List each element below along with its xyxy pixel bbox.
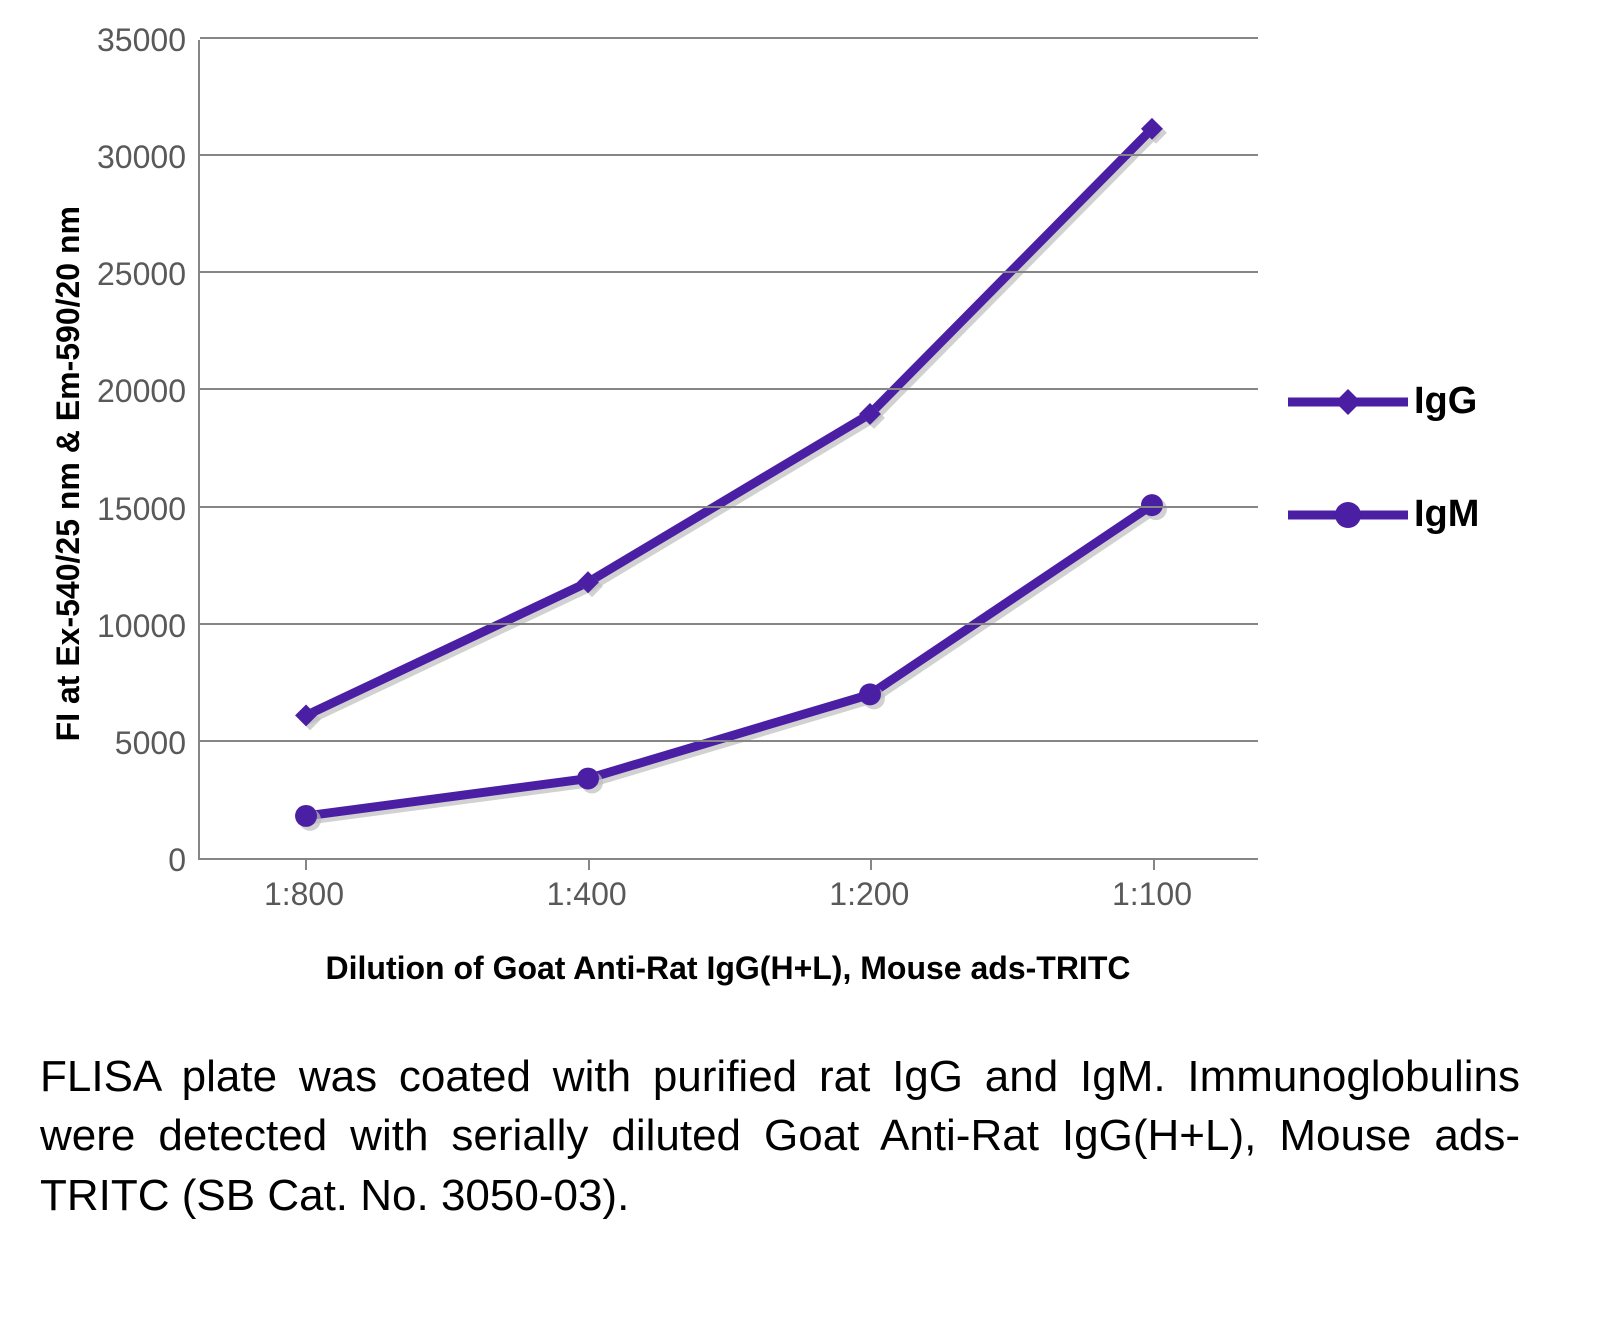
legend-swatch (1288, 495, 1408, 535)
x-axis-label: Dilution of Goat Anti-Rat IgG(H+L), Mous… (198, 950, 1258, 987)
gridline (200, 271, 1258, 273)
gridline (200, 388, 1258, 390)
plot-wrap: 1:800 1:400 1:200 1:100 Dilution of Goat An… (198, 40, 1258, 987)
chart-series-svg (200, 40, 1258, 858)
plot-area (198, 40, 1258, 860)
gridline (200, 37, 1258, 39)
series-marker (295, 805, 317, 827)
series-marker (577, 768, 599, 790)
y-axis-ticks: 35000300002500020000150001000050000 (97, 40, 198, 860)
legend-item: IgM (1288, 493, 1479, 536)
x-tick-label: 1:100 (1112, 876, 1192, 913)
gridline (200, 154, 1258, 156)
x-tick-label: 1:200 (829, 876, 909, 913)
gridline (200, 623, 1258, 625)
figure-caption: FLISA plate was coated with purified rat… (40, 1047, 1520, 1225)
series-line (306, 129, 1152, 716)
y-axis-label: FI at Ex-540/25 nm & Em-590/20 nm (40, 206, 97, 741)
x-tick-label: 1:800 (264, 876, 344, 913)
chart-area: FI at Ex-540/25 nm & Em-590/20 nm 350003… (40, 40, 1580, 987)
legend: IgG IgM (1258, 40, 1479, 606)
x-axis-ticks: 1:800 1:400 1:200 1:100 (198, 860, 1258, 920)
gridline (200, 740, 1258, 742)
series-marker (859, 683, 881, 705)
legend-label: IgG (1414, 380, 1477, 423)
legend-label: IgM (1414, 493, 1479, 536)
figure-container: FI at Ex-540/25 nm & Em-590/20 nm 350003… (40, 40, 1580, 1225)
legend-swatch (1288, 382, 1408, 422)
gridline (200, 506, 1258, 508)
legend-item: IgG (1288, 380, 1479, 423)
x-tick-label: 1:400 (547, 876, 627, 913)
